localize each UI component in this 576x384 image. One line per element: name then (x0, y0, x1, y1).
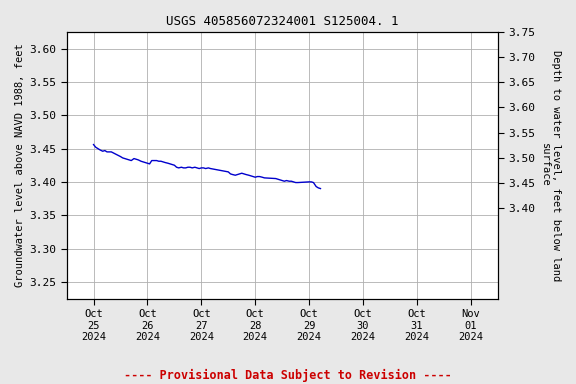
Y-axis label: Depth to water level, feet below land
surface: Depth to water level, feet below land su… (539, 50, 561, 281)
Y-axis label: Groundwater level above NAVD 1988, feet: Groundwater level above NAVD 1988, feet (15, 43, 25, 287)
Title: USGS 405856072324001 S125004. 1: USGS 405856072324001 S125004. 1 (166, 15, 399, 28)
Text: ---- Provisional Data Subject to Revision ----: ---- Provisional Data Subject to Revisio… (124, 369, 452, 382)
